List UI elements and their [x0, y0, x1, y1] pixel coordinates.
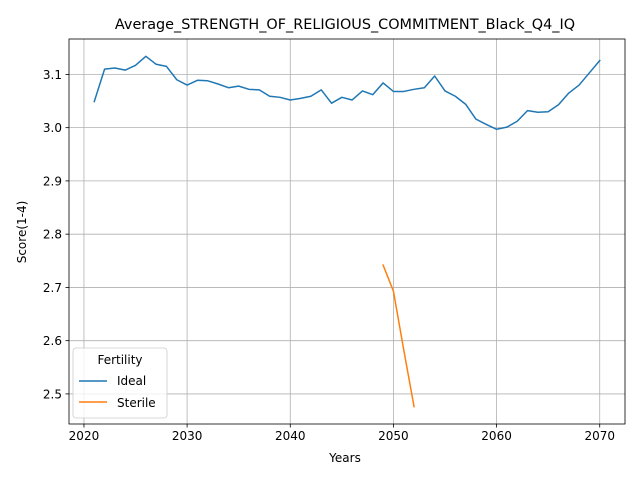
legend-box	[72, 347, 168, 419]
y-tick-label: 2.6	[43, 334, 62, 348]
y-tick-label: 3.1	[43, 68, 62, 82]
y-axis-label: Score(1-4)	[15, 201, 29, 264]
series-line-sterile	[382, 264, 415, 408]
grid-lines	[69, 39, 625, 424]
legend-label-ideal: Ideal	[117, 374, 146, 388]
series-lines	[93, 55, 601, 408]
x-tick-label: 2020	[69, 429, 100, 443]
x-tick-label: 2070	[584, 429, 615, 443]
x-tick-label: 2030	[172, 429, 203, 443]
chart-title: Average_STRENGTH_OF_RELIGIOUS_COMMITMENT…	[115, 17, 575, 33]
y-tick-label: 3.0	[43, 121, 62, 135]
legend: Fertility Ideal Sterile	[72, 347, 168, 419]
y-tick-label: 2.8	[43, 228, 62, 242]
y-axis-ticks: 2.5 2.6 2.7 2.8 2.9 3.0 3.1	[43, 68, 69, 401]
x-tick-label: 2040	[275, 429, 306, 443]
y-tick-label: 2.9	[43, 174, 62, 188]
x-tick-label: 2050	[378, 429, 409, 443]
plot-frame	[68, 38, 626, 425]
x-axis-ticks: 2020 2030 2040 2050 2060 2070	[69, 424, 615, 443]
legend-title: Fertility	[97, 353, 142, 367]
series-line-ideal	[93, 55, 601, 131]
x-tick-label: 2060	[481, 429, 512, 443]
y-tick-label: 2.7	[43, 281, 62, 295]
legend-label-sterile: Sterile	[117, 396, 156, 410]
y-tick-label: 2.5	[43, 387, 62, 401]
x-axis-label: Years	[328, 451, 361, 465]
